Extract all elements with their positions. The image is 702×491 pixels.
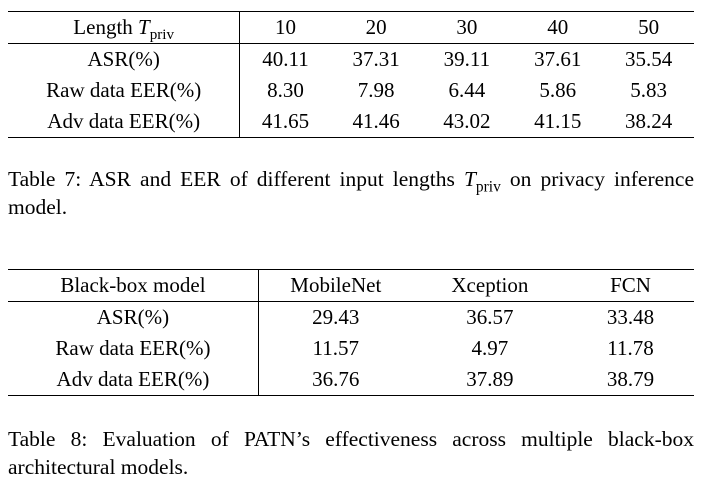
row-label: Raw data EER(%): [8, 75, 241, 106]
column-header: 10: [275, 15, 297, 39]
table-cell: 37.31: [352, 47, 400, 71]
column-header: 40: [547, 15, 569, 39]
table-row: Raw data EER(%) 8.30 7.98 6.44 5.86 5.83: [8, 75, 694, 106]
math-sub-priv: priv: [475, 178, 501, 196]
math-var-T: T: [138, 15, 150, 39]
column-header: 50: [638, 15, 660, 39]
column-header: MobileNet: [290, 272, 382, 297]
table-cell: 29.43: [312, 304, 360, 329]
table-cell: 36.57: [466, 304, 514, 329]
table-cell: 40.11: [262, 47, 309, 71]
table-cell: 39.11: [443, 47, 491, 71]
table-cell: 43.02: [443, 109, 491, 133]
table-row: ASR(%) 29.43 36.57 33.48: [8, 301, 694, 333]
table8: Black-box model MobileNet Xception FCN A…: [8, 268, 694, 396]
row-label: Adv data EER(%): [8, 363, 259, 396]
table-cell: 8.30: [267, 78, 304, 102]
row-label: ASR(%): [8, 43, 241, 75]
table-cell: 35.54: [624, 47, 673, 71]
table-cell: 37.61: [534, 47, 582, 71]
table-cell: 41.15: [534, 109, 582, 133]
table-cell: 11.57: [312, 335, 360, 360]
table8-container: Black-box model MobileNet Xception FCN A…: [8, 268, 694, 396]
header-label-text: Length: [73, 15, 139, 39]
table7-header-row: Length Tpriv 10 20 30 40 50: [8, 11, 694, 44]
table-row: Adv data EER(%) 41.65 41.46 43.02 41.15 …: [8, 106, 694, 138]
table-cell: 7.98: [357, 78, 395, 102]
table7-header-label: Length Tpriv: [8, 11, 241, 44]
table7: Length Tpriv 10 20 30 40 50 ASR(%) 40.11…: [8, 11, 694, 138]
column-header: Xception: [451, 272, 529, 297]
table-cell: 33.48: [606, 304, 655, 329]
table-row: ASR(%) 40.11 37.31 39.11 37.61 35.54: [8, 43, 694, 75]
table-cell: 36.76: [312, 366, 360, 391]
table8-caption: Table 8: Evaluation of PATN’s effectiven…: [8, 426, 694, 480]
table-cell: 37.89: [466, 366, 514, 391]
table7-caption: Table 7: ASR and EER of different input …: [8, 165, 694, 222]
table-cell: 6.44: [448, 78, 486, 102]
table8-header-row: Black-box model MobileNet Xception FCN: [8, 269, 694, 302]
row-label: Raw data EER(%): [8, 332, 259, 364]
table8-header-label: Black-box model: [8, 269, 259, 302]
column-header: 30: [456, 15, 478, 39]
column-header: FCN: [610, 272, 651, 297]
row-label: Adv data EER(%): [8, 106, 241, 138]
table-row: Adv data EER(%) 36.76 37.89 38.79: [8, 363, 694, 396]
table-cell: 11.78: [607, 335, 654, 360]
table-row: Raw data EER(%) 11.57 4.97 11.78: [8, 332, 694, 364]
table-cell: 41.65: [261, 109, 310, 133]
table-cell: 41.46: [352, 109, 400, 133]
column-header: 20: [365, 15, 387, 39]
table7-container: Length Tpriv 10 20 30 40 50 ASR(%) 40.11…: [8, 11, 694, 138]
table-cell: 4.97: [471, 335, 509, 360]
table-cell: 38.24: [624, 109, 673, 133]
table-cell: 5.83: [630, 78, 667, 102]
row-label: ASR(%): [8, 301, 259, 333]
math-sub-priv: priv: [149, 27, 175, 44]
caption-text: Table 7: ASR and EER of different input …: [8, 167, 464, 191]
table-cell: 5.86: [539, 78, 577, 102]
math-var-T: T: [463, 167, 476, 191]
caption-text: on privacy inference model.: [8, 167, 694, 220]
table-cell: 38.79: [606, 366, 655, 391]
